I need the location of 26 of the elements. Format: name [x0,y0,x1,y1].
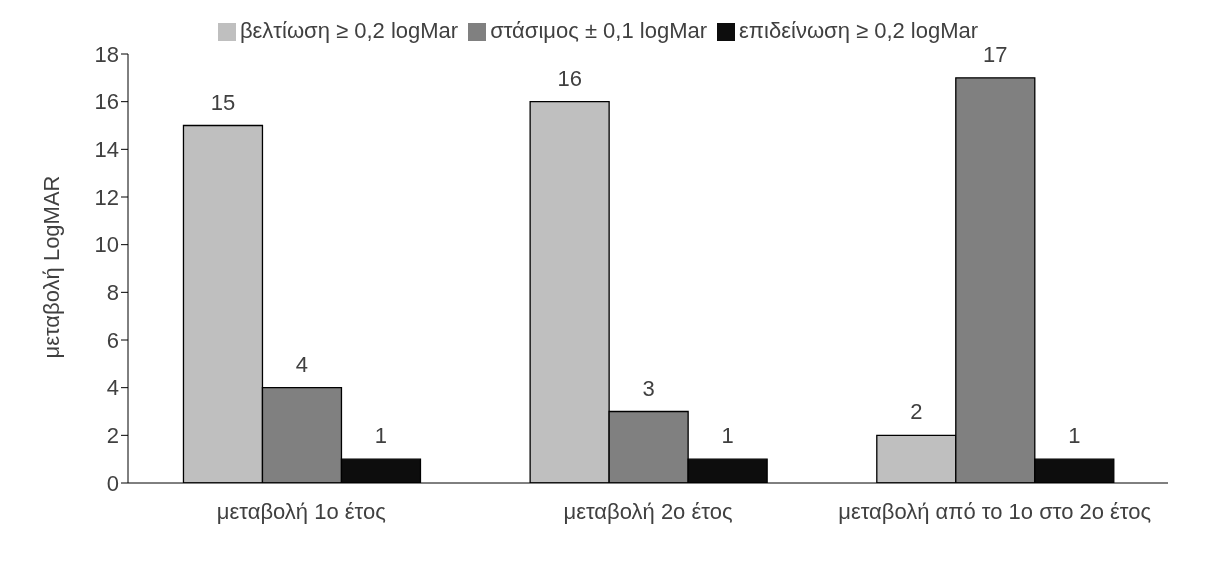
legend-label: στάσιμος ± 0,1 logMar [490,18,708,43]
y-tick-label: 4 [106,375,119,401]
legend-label: επιδείνωση ≥ 0,2 logMar [739,18,979,43]
y-axis-title: μεταβολή LogMAR [38,175,64,359]
y-tick-label: 10 [94,232,119,258]
data-label: 15 [210,89,236,115]
data-label: 2 [910,399,923,425]
y-tick-label: 0 [106,470,119,496]
x-tick-label: μεταβολή από το 1ο στο 2ο έτος [838,498,1152,524]
x-tick-label: μεταβολή 2ο έτος [563,498,733,524]
legend-label: βελτίωση ≥ 0,2 logMar [239,18,459,43]
y-tick-label: 8 [106,280,119,306]
data-label: 1 [374,423,388,449]
data-label: 1 [1068,423,1081,449]
data-label: 3 [642,375,655,401]
y-tick-label: 16 [94,89,119,115]
y-tick-label: 2 [106,423,119,449]
data-label: 1 [721,423,734,449]
y-tick-label: 14 [94,137,119,163]
y-tick-label: 12 [94,184,119,210]
x-tick-label: μεταβολή 1ο έτος [216,498,386,524]
y-tick-label: 18 [94,41,119,67]
y-tick-label: 6 [106,327,119,353]
data-label: 17 [983,41,1008,67]
data-label: 4 [295,351,309,377]
data-label: 16 [557,65,582,91]
